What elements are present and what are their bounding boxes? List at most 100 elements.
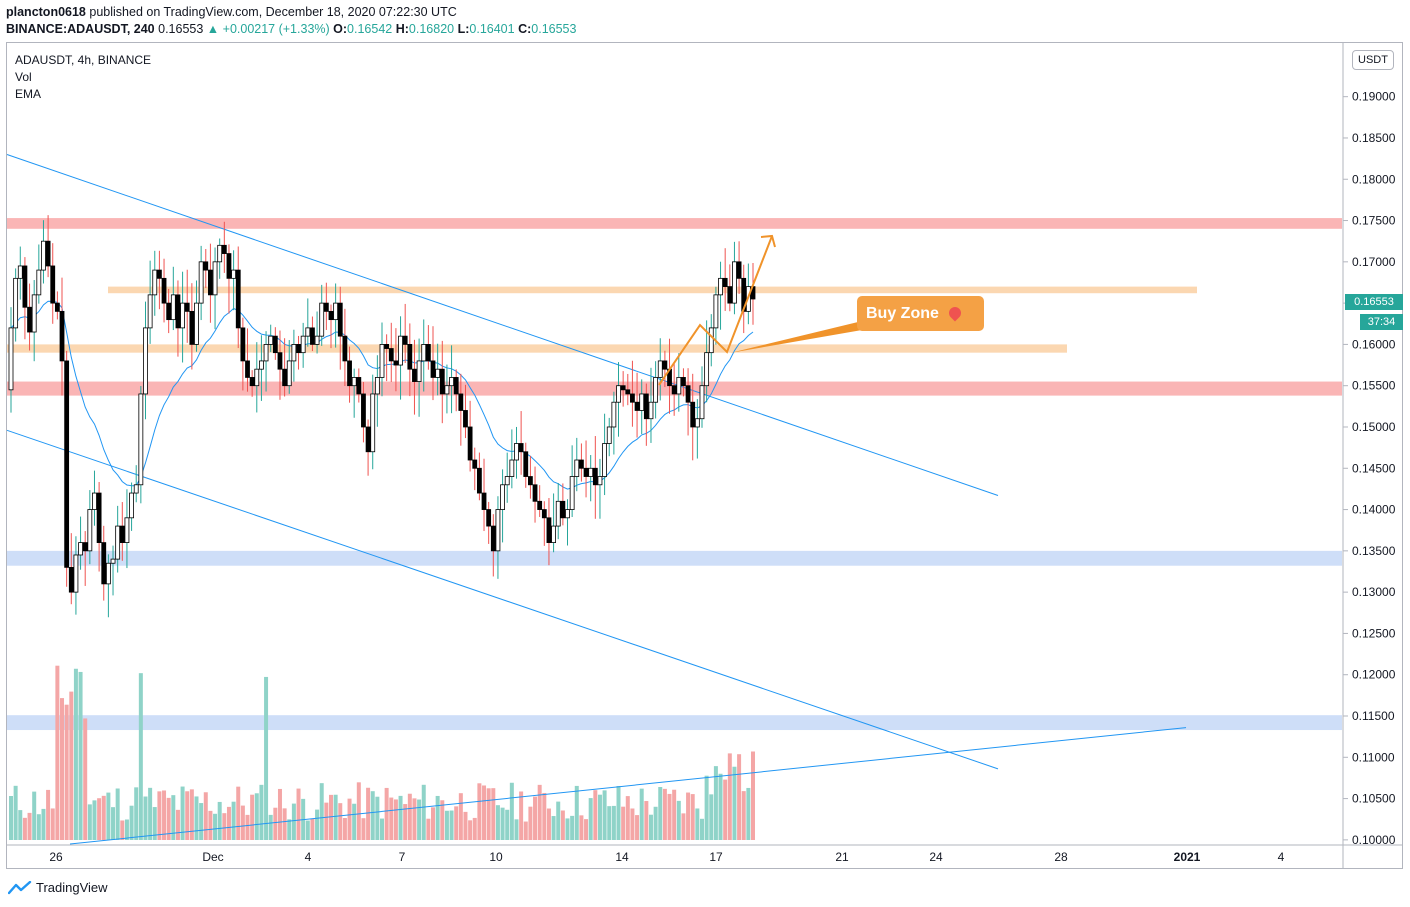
time-tick-label: Dec	[202, 850, 223, 864]
volume-bar	[92, 800, 97, 840]
candle	[393, 328, 399, 392]
candle-body	[379, 344, 385, 378]
price-tick-label: 0.10000	[1352, 833, 1396, 847]
candle	[17, 246, 23, 300]
volume-bar	[653, 806, 658, 840]
price-tick-label: 0.18000	[1352, 172, 1396, 186]
candle	[713, 286, 719, 345]
candle-body	[73, 554, 79, 593]
volume-bar	[222, 813, 227, 840]
volume-bar	[704, 775, 709, 840]
footer-brand[interactable]: TradingView	[8, 880, 108, 895]
volume-bar	[491, 788, 496, 840]
bar-countdown: 37:34	[1360, 314, 1403, 330]
volume-bar	[449, 810, 454, 840]
volume-bar	[486, 788, 491, 840]
candle	[750, 263, 756, 325]
candle-body	[50, 265, 56, 304]
candle-body	[129, 492, 134, 519]
candle	[226, 244, 232, 314]
candle-body	[17, 265, 23, 279]
candles	[8, 215, 756, 618]
candle-body	[105, 562, 111, 585]
candle-body	[166, 302, 172, 321]
candle-body	[694, 418, 700, 428]
candle	[444, 364, 450, 414]
volume-bar	[97, 798, 102, 840]
volume-bar	[472, 817, 477, 840]
high-value: 0.16820	[408, 22, 455, 36]
volume-bar	[658, 787, 663, 840]
candle	[152, 250, 158, 316]
candle-body	[365, 426, 371, 453]
candle	[50, 243, 56, 324]
publisher-name[interactable]: plancton0618	[6, 5, 86, 19]
legend-vol[interactable]: Vol	[15, 70, 32, 84]
volume-bar	[259, 784, 264, 840]
volume-bar	[458, 793, 463, 840]
candle	[319, 284, 325, 346]
buy-zone-callout[interactable]: Buy Zone	[857, 296, 984, 331]
publish-info: plancton0618 published on TradingView.co…	[6, 5, 457, 19]
volume-bar	[250, 794, 255, 840]
candle	[115, 505, 121, 573]
candle	[175, 280, 181, 357]
volume-bar	[690, 794, 695, 840]
volume-bar	[194, 796, 199, 840]
candle	[490, 514, 496, 577]
candle	[736, 241, 742, 294]
candle	[105, 554, 111, 618]
volume-bar	[662, 788, 667, 840]
candle	[272, 327, 278, 360]
candle	[528, 455, 533, 499]
candle-body	[286, 360, 292, 387]
volume-bar	[217, 801, 222, 840]
candle-body	[393, 360, 399, 366]
candle-body	[156, 269, 162, 279]
candle	[249, 370, 255, 397]
volume-bar	[709, 794, 714, 840]
price-zones	[7, 218, 1342, 731]
volume-bar	[245, 814, 250, 840]
candle-body	[323, 302, 329, 312]
candle-body	[152, 269, 158, 296]
volume-bar	[495, 805, 500, 840]
candle-body	[272, 335, 278, 354]
candle-body	[277, 352, 283, 370]
candle	[518, 411, 524, 475]
candle	[439, 340, 445, 424]
candle-body	[45, 240, 51, 267]
projection-arrows	[658, 234, 862, 386]
time-tick-label: 7	[399, 850, 406, 864]
price-change: ▲ +0.00217 (+1.33%)	[206, 22, 330, 36]
currency-button[interactable]: USDT	[1352, 50, 1394, 70]
candle-body	[310, 327, 315, 345]
candle-body	[630, 393, 635, 403]
volume-bar	[268, 814, 273, 840]
candle	[657, 338, 663, 401]
candle-body	[147, 294, 153, 329]
volume-bar	[171, 795, 176, 840]
volume-bar	[291, 803, 296, 840]
candle-body	[458, 393, 464, 411]
candle-body	[208, 269, 213, 296]
candle	[184, 269, 190, 343]
legend-ema[interactable]: EMA	[15, 87, 42, 101]
volume-bar	[403, 804, 408, 840]
candle-body	[184, 302, 190, 312]
volume-bar	[315, 809, 320, 840]
candle	[129, 482, 134, 531]
candle	[388, 322, 394, 382]
legend-symbol[interactable]: ADAUSDT, 4h, BINANCE	[15, 53, 152, 67]
symbol-ohlc-line: BINANCE:ADAUSDT, 240 0.16553 ▲ +0.00217 …	[6, 22, 577, 36]
candle-body	[300, 335, 306, 354]
volume-bar	[32, 791, 37, 840]
volume-bar	[69, 691, 74, 840]
candle-body	[78, 542, 83, 556]
candle-body	[625, 389, 631, 395]
volume-bar	[129, 805, 134, 840]
candle-body	[384, 344, 390, 349]
buy-zone-label: Buy Zone	[866, 305, 939, 322]
price-axis: 0.190000.185000.180000.175000.170000.165…	[1343, 90, 1396, 847]
